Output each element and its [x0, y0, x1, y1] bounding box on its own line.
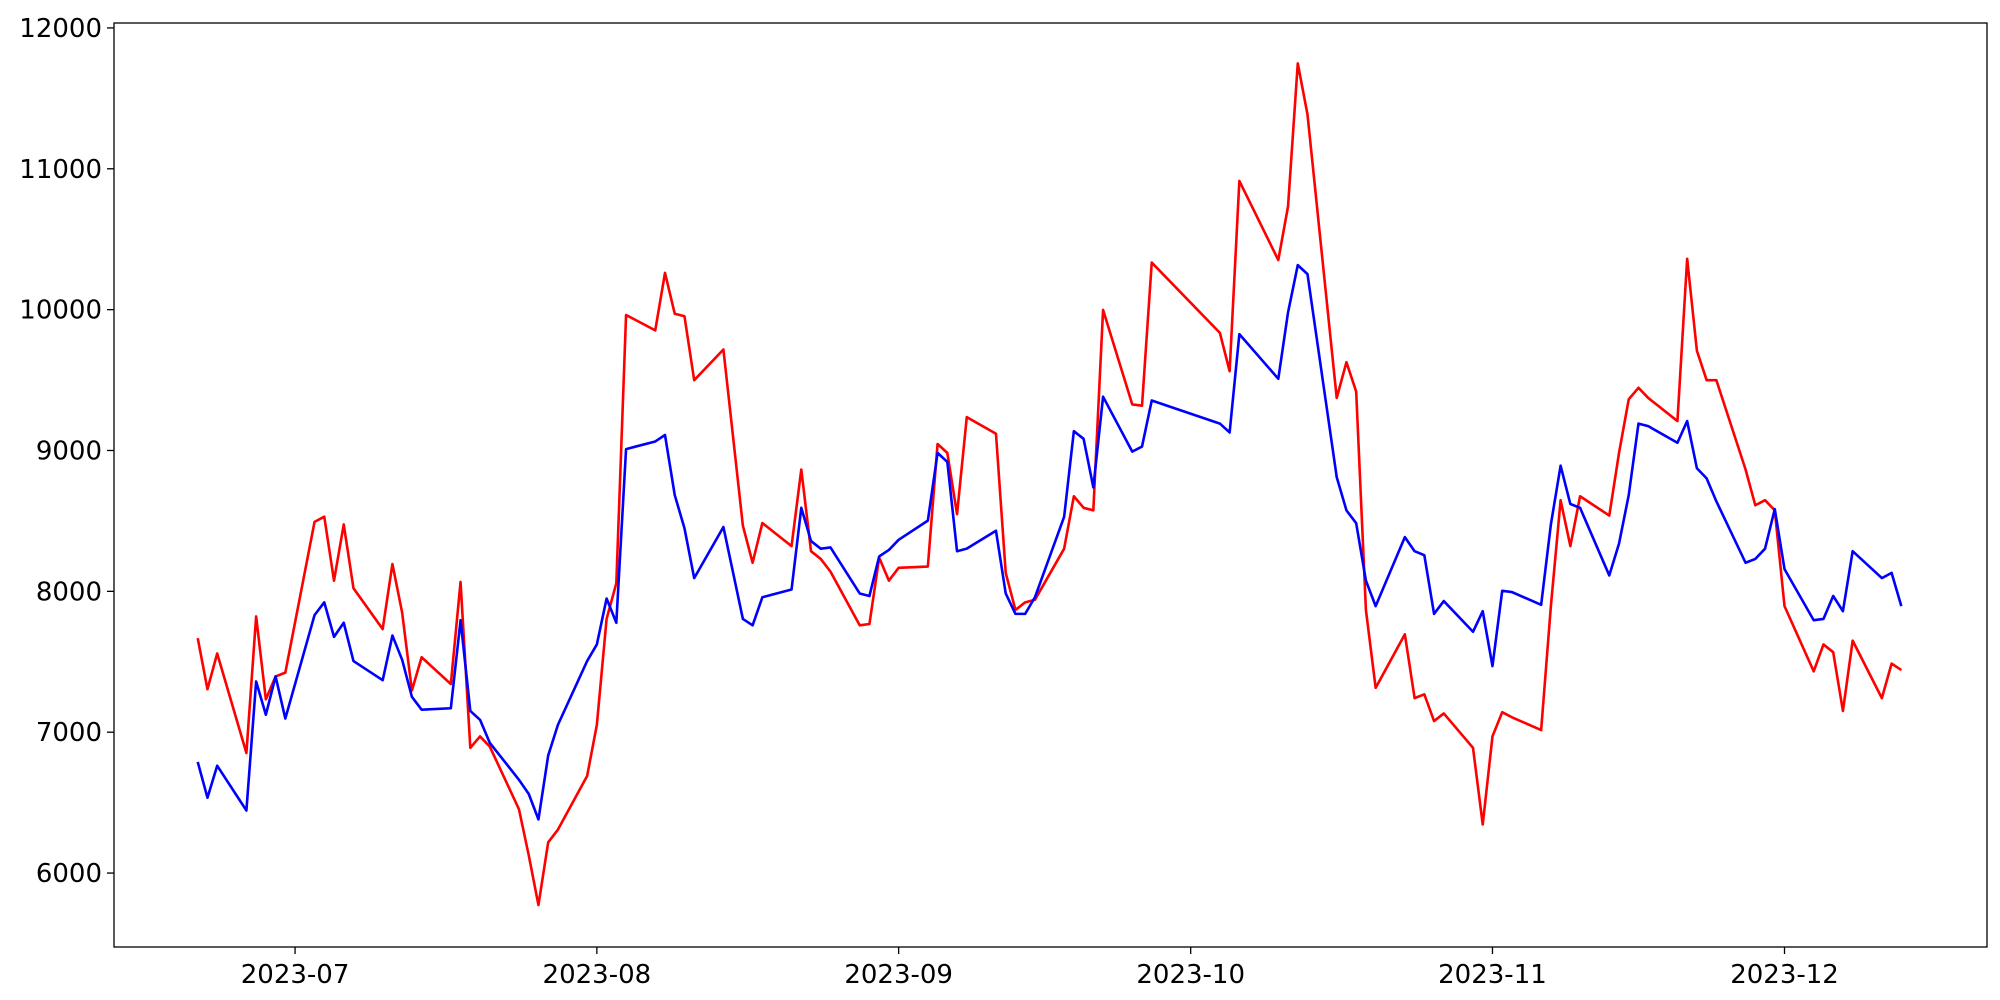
x-tick-label: 2023-09 — [844, 960, 953, 990]
y-tick-label: 8000 — [36, 577, 102, 607]
line-series — [196, 62, 1903, 907]
x-tick-label: 2023-12 — [1730, 960, 1839, 990]
x-tick-label: 2023-10 — [1136, 960, 1245, 990]
y-tick-label: 12000 — [19, 14, 102, 44]
line-series — [196, 263, 1903, 821]
x-tick-label: 2023-07 — [241, 960, 350, 990]
y-tick-label: 7000 — [36, 718, 102, 748]
y-tick-label: 10000 — [19, 296, 102, 326]
x-tick-label: 2023-11 — [1438, 960, 1547, 990]
y-tick-label: 6000 — [36, 859, 102, 889]
plot-frame — [113, 22, 1988, 948]
x-tick-label: 2023-08 — [543, 960, 652, 990]
y-tick-label: 9000 — [36, 436, 102, 466]
y-tick-label: 11000 — [19, 155, 102, 185]
